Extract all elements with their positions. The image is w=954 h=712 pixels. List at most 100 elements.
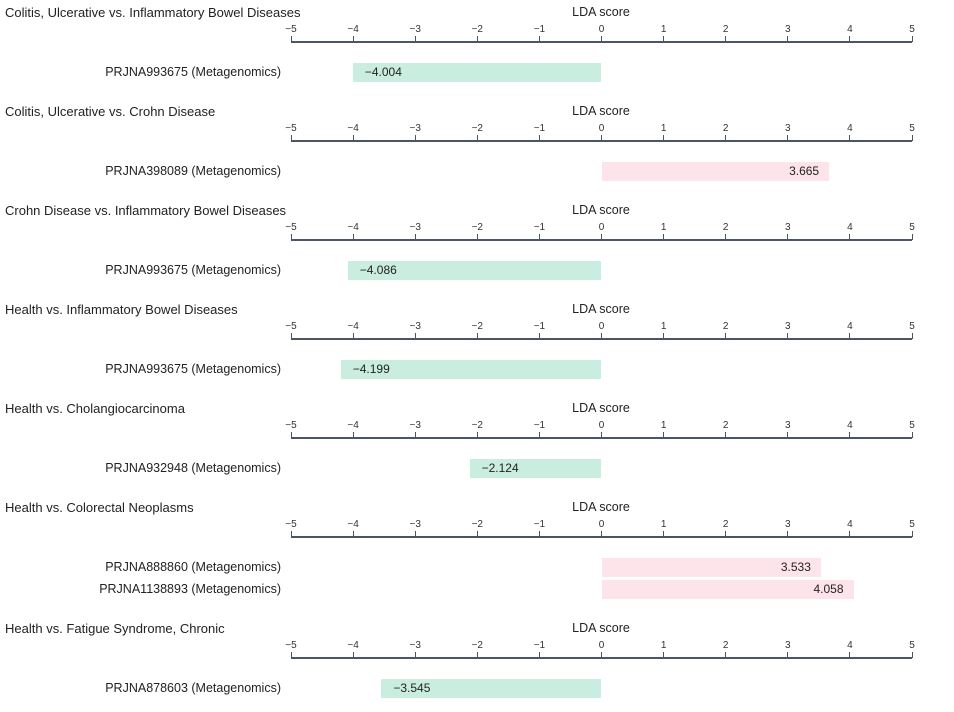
axis-tick <box>290 135 292 141</box>
tick-label: −3 <box>409 222 421 233</box>
axis-tick <box>538 333 540 339</box>
axis-tick <box>601 531 602 537</box>
axis-tick <box>352 652 354 658</box>
lda-bar: −2.124 <box>469 459 602 478</box>
tick-label: −1 <box>533 640 546 651</box>
tick-label: −1 <box>533 123 546 134</box>
tick-label: −3 <box>409 123 421 134</box>
tick-label: 5 <box>909 24 915 35</box>
panel-title: Health vs. Colorectal Neoplasms <box>5 500 194 515</box>
tick-label: 0 <box>598 321 605 332</box>
lda-bar: −4.199 <box>340 360 602 379</box>
axis-tick <box>601 36 602 42</box>
lda-bar: 3.533 <box>601 558 821 577</box>
axis-tick <box>290 36 292 42</box>
tick-label: 1 <box>660 123 667 134</box>
axis-label: LDA score <box>572 104 630 118</box>
axis-tick <box>663 333 665 339</box>
bar-category-label: PRJNA932948 (Metagenomics) <box>105 461 281 475</box>
axis-tick <box>414 333 416 339</box>
axis-tick <box>787 652 789 658</box>
bar-category-label: PRJNA888860 (Metagenomics) <box>105 560 281 574</box>
tick-label: 0 <box>598 420 605 431</box>
tick-label: 3 <box>785 640 791 651</box>
tick-label: 0 <box>598 222 605 233</box>
tick-label: 2 <box>722 519 729 530</box>
axis-tick <box>725 234 727 240</box>
axis-tick <box>538 432 540 438</box>
axis-tick <box>725 531 727 537</box>
tick-label: 4 <box>847 420 853 431</box>
axis-tick <box>476 652 478 658</box>
axis-tick <box>849 531 851 537</box>
tick-label: −4 <box>347 123 359 134</box>
tick-label: 1 <box>660 24 667 35</box>
tick-label: −4 <box>347 24 359 35</box>
tick-label: 1 <box>660 222 667 233</box>
axis-tick <box>849 135 851 141</box>
tick-label: −3 <box>409 420 421 431</box>
axis-tick <box>601 234 602 240</box>
axis-tick <box>538 652 540 658</box>
axis-tick <box>725 652 727 658</box>
panel-title: Colitis, Ulcerative vs. Inflammatory Bow… <box>5 5 301 20</box>
axis-label: LDA score <box>572 401 630 415</box>
tick-label: 1 <box>660 640 667 651</box>
tick-label: −5 <box>285 123 297 134</box>
tick-label: −4 <box>347 420 359 431</box>
tick-label: 5 <box>909 420 915 431</box>
tick-label: −3 <box>409 24 421 35</box>
axis-tick <box>725 36 727 42</box>
tick-label: 5 <box>909 519 915 530</box>
axis-tick <box>601 432 602 438</box>
tick-label: 3 <box>785 24 791 35</box>
lda-bar: 4.058 <box>601 580 854 599</box>
lda-bar: −4.004 <box>352 63 602 82</box>
bar-category-label: PRJNA878603 (Metagenomics) <box>105 681 281 695</box>
tick-label: 0 <box>598 519 605 530</box>
tick-label: −5 <box>285 24 297 35</box>
tick-label: 4 <box>847 24 853 35</box>
axis-tick <box>601 333 602 339</box>
panel-title: Health vs. Fatigue Syndrome, Chronic <box>5 621 225 636</box>
tick-label: 3 <box>785 222 791 233</box>
bar-category-label: PRJNA1138893 (Metagenomics) <box>99 582 281 596</box>
axis-tick <box>290 333 292 339</box>
tick-label: 5 <box>909 321 915 332</box>
axis-tick <box>663 36 665 42</box>
axis-tick <box>787 234 789 240</box>
axis-tick <box>414 36 416 42</box>
axis-tick <box>849 234 851 240</box>
axis-label: LDA score <box>572 302 630 316</box>
tick-label: −2 <box>471 123 483 134</box>
axis-tick <box>911 652 913 658</box>
tick-label: −3 <box>409 321 421 332</box>
axis-tick <box>476 135 478 141</box>
tick-label: 4 <box>847 222 853 233</box>
axis-tick <box>352 36 354 42</box>
tick-label: 2 <box>722 24 729 35</box>
tick-label: −3 <box>409 640 421 651</box>
axis-tick <box>414 234 416 240</box>
tick-label: −4 <box>347 519 359 530</box>
tick-label: −2 <box>471 222 483 233</box>
axis-tick <box>601 652 602 658</box>
axis-tick <box>538 234 540 240</box>
tick-label: −5 <box>285 420 297 431</box>
tick-label: 2 <box>722 420 729 431</box>
axis-label: LDA score <box>572 500 630 514</box>
axis-tick <box>911 531 913 537</box>
tick-label: 1 <box>660 321 667 332</box>
axis-tick <box>538 531 540 537</box>
axis-tick <box>352 432 354 438</box>
axis-label: LDA score <box>572 621 630 635</box>
bar-category-label: PRJNA993675 (Metagenomics) <box>105 65 281 79</box>
bar-category-label: PRJNA993675 (Metagenomics) <box>105 263 281 277</box>
axis-tick <box>725 333 727 339</box>
tick-label: 4 <box>847 321 853 332</box>
axis-tick <box>352 234 354 240</box>
tick-label: 5 <box>909 222 915 233</box>
tick-label: −5 <box>285 321 297 332</box>
tick-label: −5 <box>285 222 297 233</box>
axis-tick <box>352 333 354 339</box>
